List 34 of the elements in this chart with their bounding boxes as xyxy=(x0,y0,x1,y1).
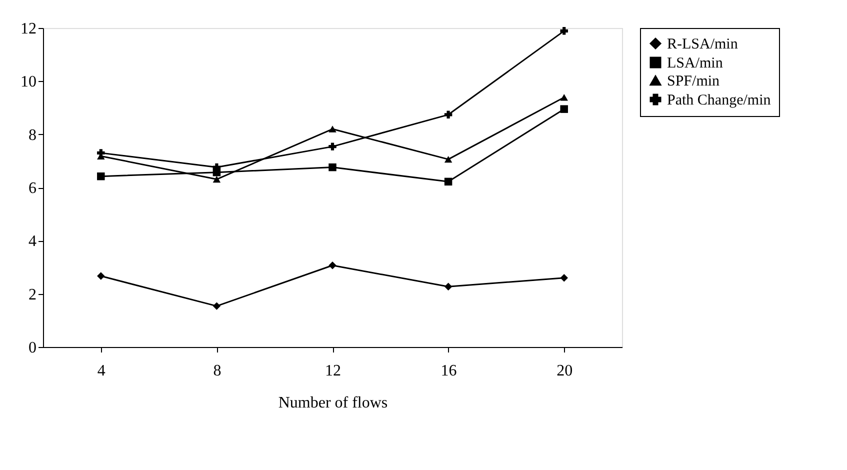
y-tick-label: 8 xyxy=(28,126,36,144)
point xyxy=(560,27,568,35)
legend-label: Path Change/min xyxy=(667,92,772,108)
x-tick-label: 20 xyxy=(556,362,573,380)
point xyxy=(328,262,336,270)
y-tick-label: 10 xyxy=(20,74,36,91)
y-tick-label: 0 xyxy=(28,340,36,356)
x-tick-label: 16 xyxy=(440,362,457,380)
x-tick-label: 12 xyxy=(325,362,341,380)
point xyxy=(444,178,452,186)
x-axis-title: Number of flows xyxy=(278,394,388,412)
point xyxy=(444,282,452,291)
point xyxy=(328,126,336,132)
y-tick-label: 2 xyxy=(28,286,36,304)
y-tick-label: 6 xyxy=(28,180,36,197)
point xyxy=(444,110,452,119)
point xyxy=(444,156,452,163)
point xyxy=(328,163,336,172)
point xyxy=(560,274,568,282)
point xyxy=(328,142,336,150)
point xyxy=(97,272,105,280)
point xyxy=(560,94,568,101)
point xyxy=(212,302,221,310)
legend-label: R-LSA/min xyxy=(667,36,738,52)
legend-label: SPF/min xyxy=(667,74,720,90)
point xyxy=(212,176,221,183)
point xyxy=(560,105,568,113)
x-tick-label: 4 xyxy=(97,362,106,380)
x-tick-label: 8 xyxy=(213,362,222,380)
legend-label: LSA/min xyxy=(667,56,724,72)
point xyxy=(97,172,105,180)
y-tick-label: 12 xyxy=(20,20,36,38)
y-tick-label: 4 xyxy=(28,233,36,250)
point xyxy=(97,149,105,157)
